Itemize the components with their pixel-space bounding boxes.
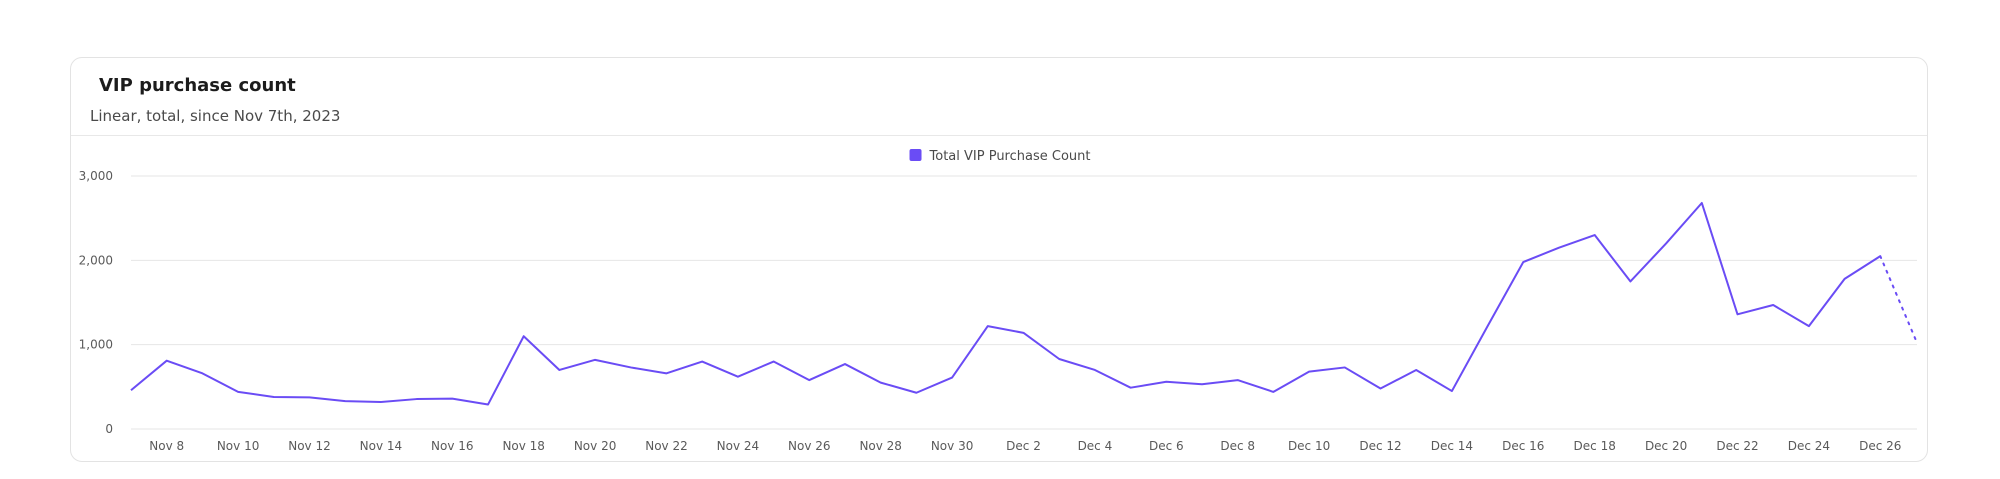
x-tick-label: Nov 8 xyxy=(149,439,184,453)
x-tick-label: Nov 18 xyxy=(502,439,545,453)
data-point[interactable] xyxy=(911,388,921,398)
data-point[interactable] xyxy=(483,400,493,410)
chart-card: VIP purchase count Linear, total, since … xyxy=(70,57,1928,462)
y-tick-label: 2,000 xyxy=(79,253,113,267)
data-point[interactable] xyxy=(1090,365,1100,375)
x-tick-label: Dec 4 xyxy=(1078,439,1113,453)
series-total-vip-purchase-count xyxy=(126,198,1921,410)
data-point[interactable] xyxy=(947,373,957,383)
data-point[interactable] xyxy=(1590,230,1600,240)
x-tick-label: Nov 30 xyxy=(931,439,974,453)
x-tick-label: Nov 20 xyxy=(574,439,617,453)
x-tick-label: Dec 2 xyxy=(1006,439,1041,453)
data-point[interactable] xyxy=(269,392,279,402)
data-point[interactable] xyxy=(412,394,422,404)
data-point[interactable] xyxy=(162,356,172,366)
x-tick-label: Dec 22 xyxy=(1716,439,1758,453)
x-tick-label: Dec 16 xyxy=(1502,439,1544,453)
data-point[interactable] xyxy=(1411,365,1421,375)
series-line xyxy=(130,201,1881,406)
data-point[interactable] xyxy=(1518,257,1528,267)
y-tick-label: 3,000 xyxy=(79,169,113,183)
data-point[interactable] xyxy=(519,331,529,341)
data-point[interactable] xyxy=(1019,328,1029,338)
data-point[interactable] xyxy=(876,378,886,388)
y-axis: 0 1,000 2,000 3,000 xyxy=(79,169,113,436)
data-point[interactable] xyxy=(662,368,672,378)
x-tick-label: Nov 24 xyxy=(717,439,760,453)
data-point[interactable] xyxy=(1376,384,1386,394)
x-tick-label: Nov 12 xyxy=(288,439,331,453)
y-tick-label: 1,000 xyxy=(79,338,113,352)
data-point[interactable] xyxy=(1697,198,1707,208)
data-point[interactable] xyxy=(1625,276,1635,286)
data-point[interactable] xyxy=(340,396,350,406)
data-point[interactable] xyxy=(1733,309,1743,319)
x-tick-label: Dec 8 xyxy=(1220,439,1255,453)
x-tick-label: Dec 24 xyxy=(1788,439,1830,453)
x-tick-label: Dec 20 xyxy=(1645,439,1687,453)
data-point[interactable] xyxy=(733,372,743,382)
x-tick-label: Nov 22 xyxy=(645,439,688,453)
x-tick-label: Dec 18 xyxy=(1574,439,1616,453)
x-tick-label: Nov 26 xyxy=(788,439,831,453)
data-point[interactable] xyxy=(1304,367,1314,377)
chart-subtitle: Linear, total, since Nov 7th, 2023 xyxy=(90,107,341,125)
data-point[interactable] xyxy=(1268,387,1278,397)
data-point[interactable] xyxy=(376,397,386,407)
data-point[interactable] xyxy=(1197,379,1207,389)
x-axis: Nov 8 Nov 10 Nov 12 Nov 14 Nov 16 Nov 18 Nov 2… xyxy=(149,439,1901,453)
data-point[interactable] xyxy=(1233,375,1243,385)
legend-swatch xyxy=(909,149,922,161)
data-point[interactable] xyxy=(1483,321,1493,331)
data-point[interactable] xyxy=(305,392,315,402)
data-point[interactable] xyxy=(447,394,457,404)
x-tick-label: Dec 10 xyxy=(1288,439,1330,453)
x-tick-label: Nov 14 xyxy=(360,439,403,453)
data-point[interactable] xyxy=(1054,354,1064,364)
data-point[interactable] xyxy=(1447,386,1457,396)
data-point[interactable] xyxy=(1911,335,1921,345)
card-header: VIP purchase count Linear, total, since … xyxy=(71,58,1927,136)
data-point[interactable] xyxy=(554,365,564,375)
data-point[interactable] xyxy=(697,357,707,367)
x-tick-label: Nov 10 xyxy=(217,439,260,453)
series-line-incomplete xyxy=(1879,255,1917,342)
legend-label: Total VIP Purchase Count xyxy=(929,149,1091,164)
data-point[interactable] xyxy=(626,362,636,372)
y-tick-label: 0 xyxy=(105,422,113,436)
data-point[interactable] xyxy=(804,375,814,385)
x-tick-label: Dec 14 xyxy=(1431,439,1473,453)
legend[interactable]: Total VIP Purchase Count xyxy=(909,149,1091,164)
data-point[interactable] xyxy=(1840,274,1850,284)
data-point[interactable] xyxy=(769,357,779,367)
grid-lines xyxy=(131,175,1917,430)
line-chart: 0 1,000 2,000 3,000 Nov 8 Nov 10 Nov 12 Nov 14… xyxy=(79,149,1921,453)
data-point[interactable] xyxy=(1161,377,1171,387)
x-tick-label: Nov 28 xyxy=(859,439,902,453)
data-point[interactable] xyxy=(1554,243,1564,253)
data-point[interactable] xyxy=(1661,238,1671,248)
data-point[interactable] xyxy=(983,321,993,331)
data-point[interactable] xyxy=(126,385,136,395)
x-tick-label: Dec 12 xyxy=(1359,439,1401,453)
data-point[interactable] xyxy=(1875,251,1885,261)
data-point[interactable] xyxy=(1126,383,1136,393)
data-point[interactable] xyxy=(1768,300,1778,310)
data-point[interactable] xyxy=(840,359,850,369)
data-point[interactable] xyxy=(1340,362,1350,372)
x-tick-label: Nov 16 xyxy=(431,439,474,453)
chart-title: VIP purchase count xyxy=(99,75,296,96)
data-point[interactable] xyxy=(233,387,243,397)
data-point[interactable] xyxy=(197,368,207,378)
x-tick-label: Dec 6 xyxy=(1149,439,1184,453)
data-point[interactable] xyxy=(590,355,600,365)
x-tick-label: Dec 26 xyxy=(1859,439,1901,453)
data-point[interactable] xyxy=(1804,321,1814,331)
